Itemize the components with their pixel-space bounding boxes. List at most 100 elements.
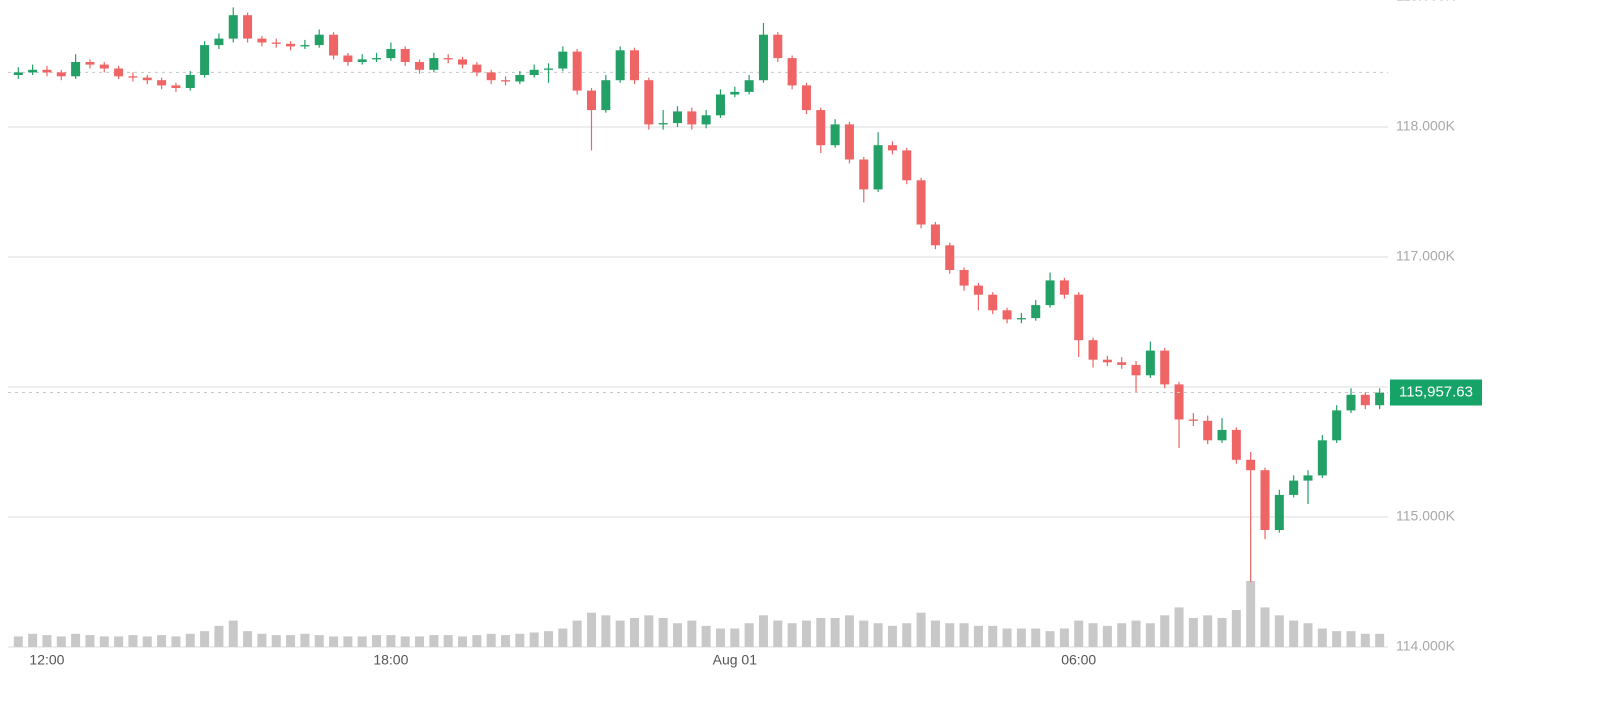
candle-body xyxy=(672,111,682,124)
candle-body xyxy=(415,62,425,70)
candle-body xyxy=(715,94,725,116)
candle-body xyxy=(1059,280,1069,295)
volume-bar xyxy=(271,635,281,647)
volume-bar xyxy=(730,628,740,647)
candle-body xyxy=(1117,362,1127,365)
volume-bar xyxy=(13,636,23,647)
candle-body xyxy=(142,77,152,81)
volume-bar xyxy=(1231,610,1241,647)
candle-body xyxy=(343,55,353,62)
candle-body xyxy=(916,180,926,225)
candle-body xyxy=(902,150,912,181)
volume-bar xyxy=(1217,617,1227,647)
volume-bar xyxy=(429,635,439,647)
candle-body xyxy=(99,64,109,69)
candle-body xyxy=(228,15,238,39)
candle-body xyxy=(930,224,940,246)
volume-bar xyxy=(1174,607,1184,647)
volume-bar xyxy=(758,615,768,647)
candle-body xyxy=(1045,280,1055,306)
volume-bar xyxy=(1203,615,1213,647)
y-tick-label: 119.000K xyxy=(1396,0,1456,4)
volume-bar xyxy=(157,635,167,647)
x-tick-label: 12:00 xyxy=(29,652,64,668)
candle-body xyxy=(515,75,525,82)
candle-body xyxy=(185,75,195,88)
candle-body xyxy=(830,124,840,146)
volume-bar xyxy=(644,615,654,647)
candle-body xyxy=(1160,350,1170,385)
volume-bar xyxy=(71,633,81,647)
candle-body xyxy=(1002,310,1012,320)
y-tick-label: 118.000K xyxy=(1396,118,1456,134)
candle-body xyxy=(844,124,854,160)
volume-bar xyxy=(28,633,38,647)
candle-body xyxy=(1231,429,1241,460)
volume-bar xyxy=(529,632,539,647)
candle-body xyxy=(171,85,181,88)
candle-body xyxy=(1346,394,1356,411)
volume-bar xyxy=(443,635,453,647)
x-tick-label: 06:00 xyxy=(1061,652,1096,668)
candle-body xyxy=(357,59,367,62)
volume-bar xyxy=(544,631,554,647)
volume-bar xyxy=(286,635,296,647)
candle-body xyxy=(988,294,998,311)
volume-bar xyxy=(830,617,840,647)
candle-body xyxy=(601,80,611,111)
volume-bar xyxy=(257,633,267,647)
volume-bar xyxy=(472,635,482,647)
x-tick-label: 18:00 xyxy=(373,652,408,668)
candle-body xyxy=(257,38,267,43)
candle-body xyxy=(1246,459,1256,471)
volume-bar xyxy=(329,636,339,647)
volume-bar xyxy=(486,633,496,647)
candle-body xyxy=(945,245,955,270)
candle-body xyxy=(973,285,983,295)
volume-bar xyxy=(1303,623,1313,647)
volume-bar xyxy=(773,620,783,647)
volume-bar xyxy=(458,636,468,647)
candle-body xyxy=(744,80,754,92)
volume-bar xyxy=(515,633,525,647)
x-tick-label: Aug 01 xyxy=(713,652,758,668)
candle-body xyxy=(443,58,453,60)
candle-body xyxy=(1074,294,1084,341)
candle-body xyxy=(1203,420,1213,441)
volume-bar xyxy=(744,623,754,647)
volume-bar xyxy=(56,636,66,647)
candle-body xyxy=(801,85,811,111)
volume-bar xyxy=(1332,631,1342,647)
candle-body xyxy=(572,51,582,91)
volume-bar xyxy=(1160,615,1170,647)
candle-body xyxy=(1016,318,1026,320)
volume-bar xyxy=(873,623,883,647)
volume-bar xyxy=(572,620,582,647)
candle-body xyxy=(1217,429,1227,441)
candle-body xyxy=(1289,480,1299,495)
volume-bar xyxy=(587,612,596,647)
candle-body xyxy=(486,72,496,81)
candle-body xyxy=(1360,394,1370,406)
volume-bar xyxy=(228,620,238,647)
candle-body xyxy=(400,49,410,62)
candle-body xyxy=(1145,350,1155,376)
candle-body xyxy=(758,34,768,81)
y-tick-label: 117.000K xyxy=(1396,248,1456,264)
volume-bar xyxy=(1131,620,1141,647)
candle-body xyxy=(816,110,826,146)
candle-body xyxy=(1274,494,1284,530)
volume-bar xyxy=(214,625,224,647)
volume-bar xyxy=(1002,628,1012,647)
volume-bar xyxy=(902,623,912,647)
volume-bar xyxy=(615,620,625,647)
volume-bar xyxy=(386,635,396,647)
volume-bar xyxy=(171,636,181,647)
candle-body xyxy=(787,58,797,86)
volume-bar xyxy=(930,620,940,647)
candle-body xyxy=(887,145,897,151)
volume-bar xyxy=(1088,623,1098,647)
candle-body xyxy=(472,64,482,73)
